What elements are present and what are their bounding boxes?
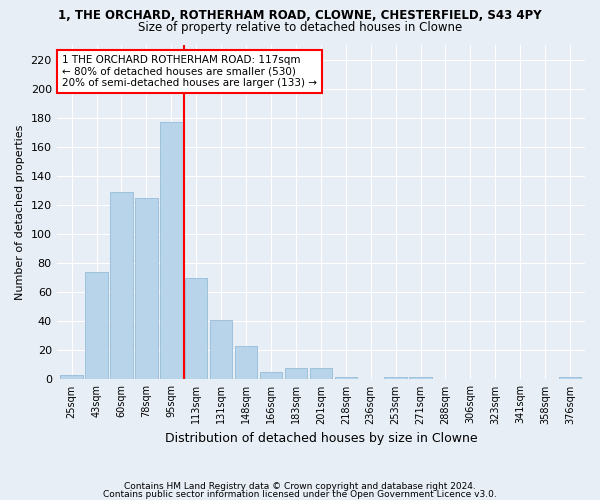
Bar bbox=[85, 272, 108, 380]
Bar bbox=[385, 376, 407, 380]
Bar bbox=[61, 375, 83, 380]
Text: 1 THE ORCHARD ROTHERHAM ROAD: 117sqm
← 80% of detached houses are smaller (530)
: 1 THE ORCHARD ROTHERHAM ROAD: 117sqm ← 8… bbox=[62, 55, 317, 88]
Bar bbox=[284, 368, 307, 380]
Text: Size of property relative to detached houses in Clowne: Size of property relative to detached ho… bbox=[138, 21, 462, 34]
Bar bbox=[110, 192, 133, 380]
Bar bbox=[160, 122, 182, 380]
Text: Contains public sector information licensed under the Open Government Licence v3: Contains public sector information licen… bbox=[103, 490, 497, 499]
Bar bbox=[235, 346, 257, 380]
Bar bbox=[310, 368, 332, 380]
Bar bbox=[260, 372, 282, 380]
Bar bbox=[335, 376, 357, 380]
Bar bbox=[559, 376, 581, 380]
Bar bbox=[409, 376, 432, 380]
Bar bbox=[135, 198, 158, 380]
X-axis label: Distribution of detached houses by size in Clowne: Distribution of detached houses by size … bbox=[164, 432, 477, 445]
Bar bbox=[210, 320, 232, 380]
Y-axis label: Number of detached properties: Number of detached properties bbox=[15, 124, 25, 300]
Text: 1, THE ORCHARD, ROTHERHAM ROAD, CLOWNE, CHESTERFIELD, S43 4PY: 1, THE ORCHARD, ROTHERHAM ROAD, CLOWNE, … bbox=[58, 9, 542, 22]
Text: Contains HM Land Registry data © Crown copyright and database right 2024.: Contains HM Land Registry data © Crown c… bbox=[124, 482, 476, 491]
Bar bbox=[185, 278, 208, 380]
